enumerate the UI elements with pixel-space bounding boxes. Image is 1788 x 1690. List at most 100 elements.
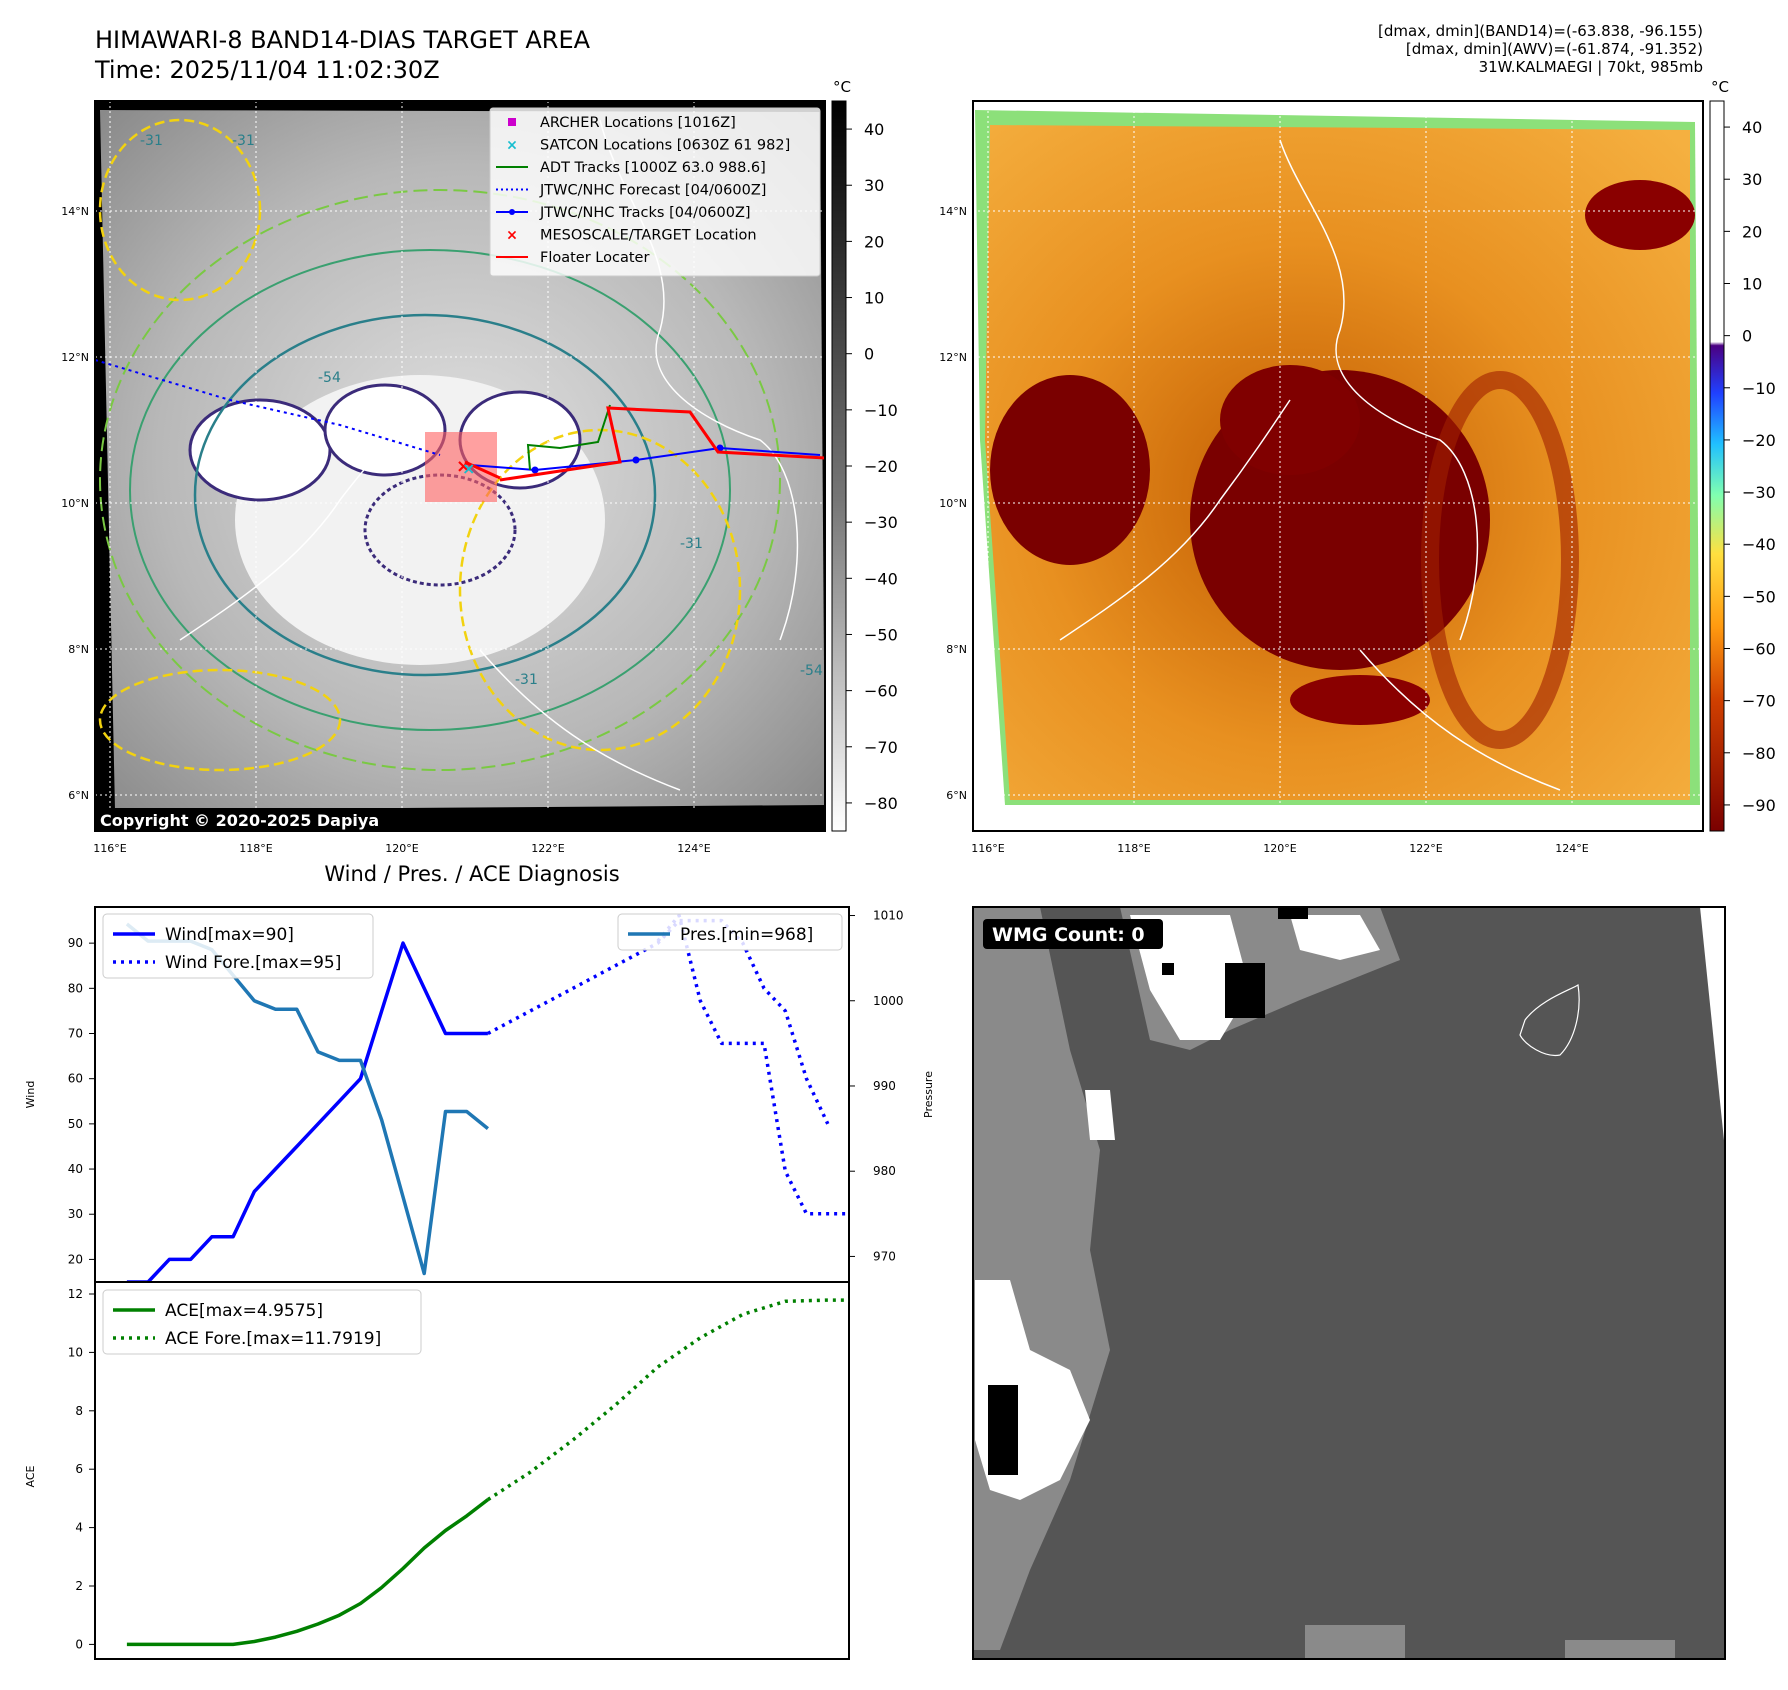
map1-cell-south	[363, 473, 517, 587]
wmg-black-west	[988, 1385, 1018, 1475]
jtwc-forecast-track	[95, 359, 441, 456]
wmg-white-ne	[1290, 915, 1380, 960]
lat-label: 14°N	[939, 205, 967, 218]
chart-legend-box	[102, 1289, 422, 1355]
wmg-gray-south	[1305, 1625, 1405, 1659]
contour-label: -31	[232, 133, 255, 149]
floater-locater-track	[499, 406, 825, 482]
legend-entry: ARCHER Locations [1016Z]	[508, 115, 736, 131]
y2-tick-label: 1000	[873, 994, 904, 1008]
lat-label: 8°N	[946, 643, 967, 656]
y-tick-label: 2	[75, 1579, 83, 1593]
jtwc-track-point	[531, 466, 539, 474]
map1-coastline-palawan	[179, 399, 421, 641]
map2-coastline-mindanao	[1359, 649, 1561, 791]
map1-contour-yellow-south	[98, 668, 342, 772]
map1-colorbar: °C 40 30 20 10 0 −10 −20 −30 −40 −50 −60 −70 −80	[831, 78, 898, 832]
lat-label: 12°N	[61, 351, 89, 364]
map2-frame	[972, 100, 1704, 832]
chart-legend-label: Wind Fore.[max=95]	[165, 953, 341, 973]
legend-entry: ADT Tracks [1000Z 63.0 988.6]	[496, 160, 766, 176]
y-tick-label: 40	[68, 1162, 83, 1176]
colorbar-tick-label: 40	[1742, 118, 1762, 137]
contour-label: -31	[515, 672, 538, 688]
legend-label: SATCON Locations [0630Z 61 982]	[540, 138, 790, 154]
colorbar-tick-label: 10	[864, 289, 884, 308]
wind-pressure-chart: 20 30 40 50 60 70 80 90 970 980 990 1000 1010 Wind Pre…	[24, 906, 935, 1284]
map1-legend: ARCHER Locations [1016Z] × SATCON Location…	[489, 107, 821, 277]
map2-colorbar-bar	[1709, 100, 1725, 832]
map1-contour-yellow-north	[98, 118, 262, 302]
y-tick-label: 70	[68, 1027, 83, 1041]
copyright-bar	[95, 808, 825, 831]
lat-label: 6°N	[68, 789, 89, 802]
lat-label: 12°N	[939, 351, 967, 364]
wmg-coastline-island	[1519, 984, 1580, 1057]
y2-tick-label: 970	[873, 1249, 896, 1263]
colorbar-tick-label: −80	[864, 794, 898, 813]
colorbar-tick-label: −70	[1742, 692, 1776, 711]
y-tick-label: 30	[68, 1207, 83, 1221]
colorbar-tick-label: −90	[1742, 796, 1776, 815]
chart-legend-box	[102, 913, 374, 979]
lon-label: 116°E	[93, 842, 126, 855]
lat-label: 10°N	[61, 497, 89, 510]
legend-marker-x: ×	[506, 138, 518, 154]
y-tick-label: 60	[68, 1072, 83, 1086]
legend-label: Floater Locater	[540, 250, 649, 266]
satcon-location-marker: ×	[462, 459, 475, 478]
y-tick-label: 8	[75, 1404, 83, 1418]
legend-box	[489, 107, 821, 277]
legend-marker-dot	[509, 209, 515, 215]
wmg-black-north	[1225, 963, 1265, 1018]
legend-label: MESOSCALE/TARGET Location	[540, 228, 757, 244]
colorbar-tick-label: −40	[1742, 535, 1776, 554]
legend-entry: × SATCON Locations [0630Z 61 982]	[506, 138, 790, 154]
legend-label: ADT Tracks [1000Z 63.0 988.6]	[540, 160, 766, 176]
legend-marker-x: ×	[506, 228, 518, 244]
map2-coastline-east	[1279, 139, 1479, 641]
band14-range: [dmax, dmin](BAND14)=(-63.838, -96.155)	[1378, 22, 1703, 40]
colorbar-tick-label: −30	[864, 513, 898, 532]
colorbar-tick-label: 30	[1742, 170, 1762, 189]
lon-label: 116°E	[971, 842, 1004, 855]
figure-title: HIMAWARI-8 BAND14-DIAS TARGET AREA	[95, 26, 591, 54]
map2-gridlines	[973, 101, 1703, 831]
y-axis-label: ACE	[24, 1465, 37, 1487]
lon-label: 124°E	[1555, 842, 1588, 855]
map1-colorbar-unit: °C	[833, 78, 851, 96]
y-tick-label: 6	[75, 1462, 83, 1476]
colorbar-tick-label: −50	[864, 625, 898, 644]
colorbar-tick-label: −10	[1742, 379, 1776, 398]
y-tick-label: 50	[68, 1117, 83, 1131]
map2-coastline-palawan	[1059, 399, 1291, 641]
series-line	[486, 1298, 849, 1502]
colorbar-tick-label: −70	[864, 738, 898, 757]
colorbar-tick-label: 20	[864, 232, 884, 251]
awv-map	[972, 100, 1704, 832]
wmg-gray-se	[1565, 1640, 1675, 1659]
diagnosis-title: Wind / Pres. / ACE Diagnosis	[324, 862, 620, 886]
chart-legend-label: ACE Fore.[max=11.7919]	[165, 1329, 381, 1349]
colorbar-tick-label: −20	[864, 457, 898, 476]
chart-legend-label: Pres.[min=968]	[680, 925, 813, 945]
lon-label: 122°E	[1409, 842, 1442, 855]
wmg-white-edge	[1700, 907, 1725, 1150]
chart-legend-label: Wind[max=90]	[165, 925, 294, 945]
storm-name-intensity: 31W.KALMAEGI | 70kt, 985mb	[1478, 58, 1703, 76]
legend-entry: × MESOSCALE/TARGET Location	[506, 228, 756, 244]
legend-entry: Floater Locater	[496, 250, 649, 266]
legend-marker-square	[508, 118, 516, 126]
wmg-panel: WMG Count: 0	[972, 906, 1726, 1660]
map1-contour-yellow-east	[458, 428, 742, 752]
y-tick-label: 80	[68, 981, 83, 995]
colorbar-tick-label: −30	[1742, 483, 1776, 502]
legend-label: ARCHER Locations [1016Z]	[540, 115, 736, 131]
map1-cell-west	[188, 398, 332, 502]
map2-rainband	[1421, 371, 1579, 749]
y-axis-label: Wind	[24, 1081, 37, 1109]
colorbar-tick-label: −10	[864, 401, 898, 420]
map2-colorbar-unit: °C	[1711, 78, 1729, 96]
copyright-text: Copyright © 2020-2025 Dapiya	[100, 811, 379, 830]
colorbar-tick-label: −40	[864, 569, 898, 588]
